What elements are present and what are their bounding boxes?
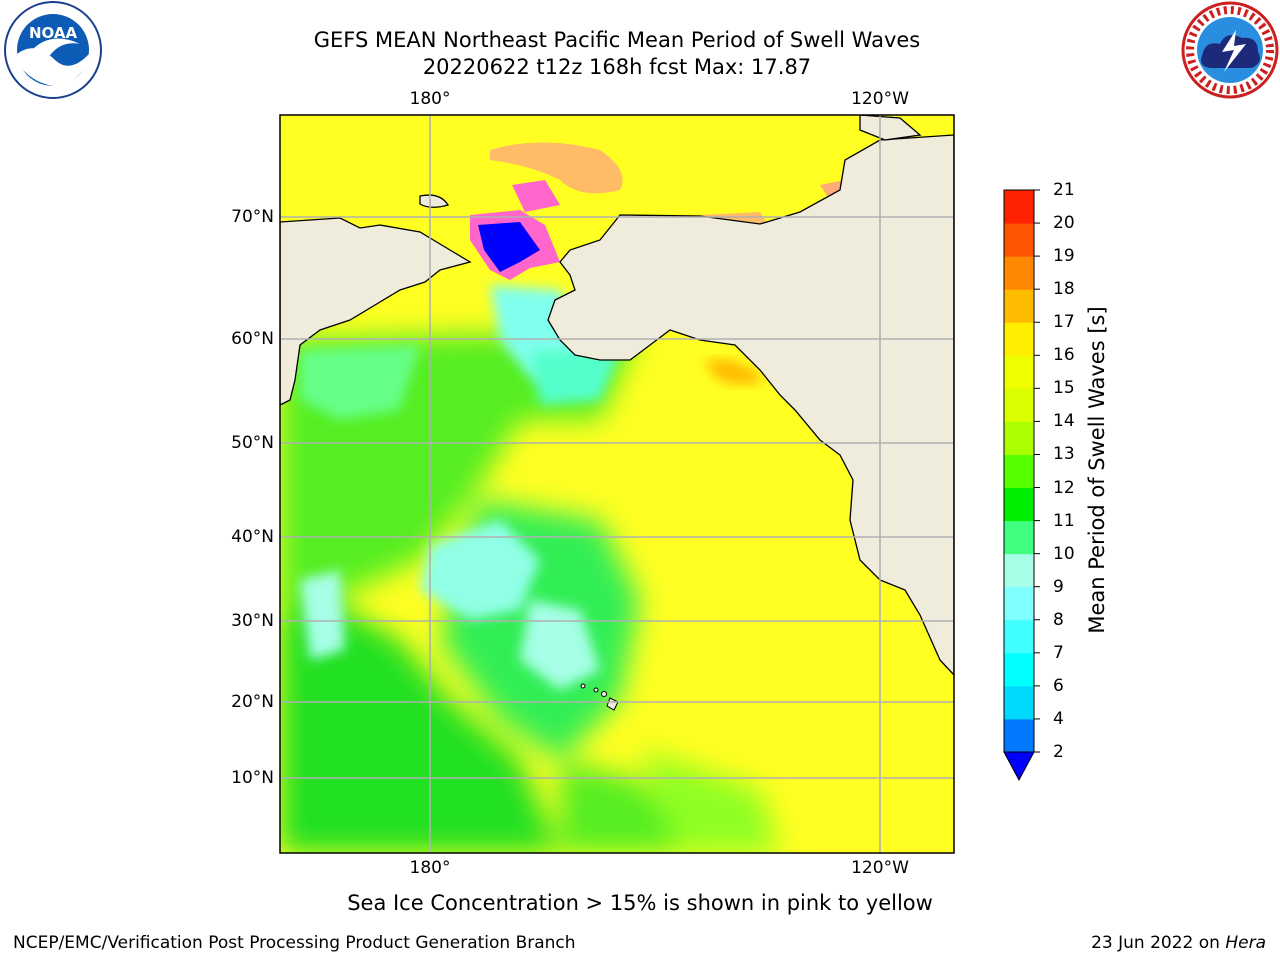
- colorbar-segment: [1004, 355, 1034, 389]
- colorbar-tick-label: 9: [1053, 576, 1064, 597]
- colorbar-frame: [1003, 189, 1035, 753]
- map-frame: [279, 114, 955, 854]
- map-area: [280, 115, 954, 853]
- lon-tick-top-120w: 120°W: [851, 89, 909, 109]
- footer-date: 23 Jun 2022 on Hera: [1091, 932, 1266, 954]
- colorbar-tick-label: 12: [1053, 477, 1075, 498]
- colorbar-segment: [1004, 256, 1034, 290]
- colorbar-segment: [1004, 223, 1034, 257]
- footer-credit: NCEP/EMC/Verification Post Processing Pr…: [13, 933, 576, 953]
- nws-logo: [1181, 1, 1279, 99]
- colorbar-segment: [1004, 619, 1034, 654]
- colorbar-segment: [1004, 520, 1034, 555]
- colorbar-segment: [1004, 190, 1034, 224]
- colorbar-tick-label: 2: [1053, 742, 1064, 762]
- lat-tick-60n: 60°N: [231, 329, 274, 349]
- colorbar-segment: [1004, 685, 1034, 720]
- sea-ice-note: Sea Ice Concentration > 15% is shown in …: [347, 891, 933, 915]
- colorbar-segment: [1004, 322, 1034, 356]
- colorbar-segment: [1004, 718, 1034, 753]
- graticule: [280, 115, 954, 853]
- colorbar-tick-label: 10: [1053, 543, 1075, 564]
- lat-tick-70n: 70°N: [231, 207, 274, 227]
- lon-tick-bottom-120w: 120°W: [851, 858, 909, 878]
- lat-tick-40n: 40°N: [231, 527, 274, 547]
- colorbar-tick-label: 4: [1053, 708, 1064, 729]
- colorbar-segment: [1004, 289, 1034, 323]
- colorbar-tick-label: 17: [1053, 312, 1075, 333]
- colorbar-tick-label: 13: [1053, 444, 1075, 465]
- colorbar-segment: [1004, 487, 1034, 522]
- colorbar-tick-label: 18: [1053, 279, 1075, 300]
- lat-tick-50n: 50°N: [231, 433, 274, 453]
- noaa-logo-text: NOAA: [29, 24, 78, 42]
- lon-tick-bottom-180: 180°: [409, 858, 451, 878]
- lat-tick-30n: 30°N: [231, 611, 274, 631]
- colorbar-tick-label: 21: [1053, 180, 1075, 200]
- colorbar-tick-label: 20: [1053, 213, 1075, 234]
- colorbar-label: Mean Period of Swell Waves [s]: [1085, 306, 1109, 634]
- chart-title: GEFS MEAN Northeast Pacific Mean Period …: [313, 28, 921, 52]
- colorbar-tick-label: 7: [1053, 642, 1064, 663]
- lon-tick-top-180: 180°: [409, 89, 451, 109]
- colorbar-segment: [1004, 652, 1034, 687]
- colorbar: [1003, 189, 1040, 782]
- colorbar-segment: [1004, 553, 1034, 588]
- colorbar-segment: [1004, 454, 1034, 489]
- colorbar-tick-label: 15: [1053, 378, 1075, 399]
- noaa-logo: NOAA: [4, 1, 102, 99]
- colorbar-segment: [1004, 388, 1034, 422]
- colorbar-tick-label: 16: [1053, 345, 1075, 366]
- lat-tick-10n: 10°N: [231, 768, 274, 788]
- footer-host: Hera: [1225, 933, 1266, 953]
- colorbar-tick-label: 8: [1053, 609, 1064, 630]
- chart-subtitle: 20220622 t12z 168h fcst Max: 17.87: [422, 55, 812, 79]
- colorbar-under-arrow: [1003, 751, 1035, 782]
- colorbar-segment: [1004, 586, 1034, 621]
- land-masses: [280, 115, 954, 676]
- colorbar-tick-label: 6: [1053, 675, 1064, 696]
- colorbar-tick-label: 14: [1053, 411, 1075, 432]
- colorbar-segment: [1004, 421, 1034, 455]
- footer-date-text: 23 Jun 2022 on: [1091, 933, 1226, 953]
- colorbar-tick-label: 19: [1053, 246, 1075, 267]
- lat-tick-20n: 20°N: [231, 692, 274, 712]
- colorbar-tick-label: 11: [1053, 510, 1075, 531]
